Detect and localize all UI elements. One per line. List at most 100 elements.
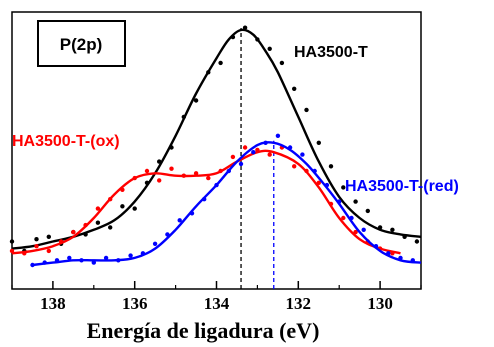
data-point-ha3500-t-red — [349, 215, 354, 221]
fit-line-ha3500-t-ox — [11, 149, 401, 255]
data-point-ha3500-t-red — [324, 182, 330, 188]
data-point-ha3500-t-red — [79, 258, 84, 263]
data-point-ha3500-t — [267, 46, 272, 51]
data-point-ha3500-t — [120, 204, 125, 209]
series-ha3500-t-ox — [9, 145, 401, 256]
data-point-ha3500-t-ox — [9, 248, 15, 254]
data-point-ha3500-t — [181, 114, 186, 120]
data-point-ha3500-t-red — [287, 145, 293, 150]
series-layer — [9, 25, 422, 268]
data-point-ha3500-t — [390, 227, 395, 232]
data-point-ha3500-t-red — [373, 244, 379, 249]
data-point-ha3500-t-red — [275, 133, 281, 138]
data-point-ha3500-t-red — [251, 150, 256, 155]
data-point-ha3500-t-ox — [22, 251, 27, 256]
data-point-ha3500-t-red — [386, 251, 391, 256]
x-axis: 138 136 134 132 130 — [11, 281, 422, 313]
data-point-ha3500-t — [108, 225, 113, 230]
x-tick-label-132: 132 — [286, 294, 312, 313]
data-point-ha3500-t — [144, 180, 150, 185]
data-point-ha3500-t-red — [140, 251, 146, 256]
data-point-ha3500-t — [83, 232, 88, 237]
data-point-ha3500-t — [34, 237, 39, 242]
data-point-ha3500-t — [402, 234, 407, 239]
data-point-ha3500-t — [365, 208, 370, 214]
data-point-ha3500-t-red — [128, 253, 133, 258]
series-label-ha3500-t-red: HA3500-T-(red) — [345, 178, 459, 195]
panel-label-box — [37, 20, 126, 67]
data-point-ha3500-t-ox — [255, 147, 260, 153]
data-point-ha3500-t-ox — [181, 173, 186, 178]
data-point-ha3500-t — [242, 25, 248, 30]
data-point-ha3500-t-red — [238, 161, 244, 167]
x-axis-title: Energía de ligadura (eV) — [87, 318, 320, 343]
data-point-ha3500-t-ox — [353, 229, 358, 235]
data-point-ha3500-t — [341, 185, 346, 190]
data-point-ha3500-t-ox — [34, 244, 39, 249]
data-point-ha3500-t-red — [312, 168, 317, 174]
data-point-ha3500-t — [193, 98, 199, 103]
data-point-ha3500-t-ox — [341, 215, 346, 221]
data-point-ha3500-t-red — [410, 258, 415, 263]
x-tick-label-138: 138 — [40, 294, 66, 313]
data-point-ha3500-t — [230, 34, 236, 40]
data-point-ha3500-t-red — [103, 255, 109, 261]
data-point-ha3500-t-ox — [206, 175, 211, 181]
data-point-ha3500-t-ox — [108, 197, 113, 202]
data-point-ha3500-t-ox — [58, 239, 64, 244]
data-point-ha3500-t — [157, 159, 162, 164]
data-point-ha3500-t-red — [42, 260, 47, 265]
data-point-ha3500-t-red — [91, 260, 97, 265]
data-point-ha3500-t-ox — [304, 168, 309, 174]
data-point-ha3500-t — [316, 140, 321, 145]
x-tick-label-130: 130 — [367, 294, 393, 313]
data-point-ha3500-t-red — [361, 227, 366, 232]
data-point-ha3500-t — [328, 164, 334, 169]
data-point-ha3500-t-red — [116, 258, 121, 263]
data-point-ha3500-t-red — [177, 218, 182, 223]
data-point-ha3500-t-ox — [292, 164, 297, 169]
data-point-ha3500-t-red — [337, 199, 342, 204]
data-point-ha3500-t — [255, 37, 260, 42]
series-label-ha3500-t-ox: HA3500-T-(ox) — [12, 133, 120, 150]
data-point-ha3500-t — [46, 234, 51, 239]
data-point-ha3500-t-red — [189, 211, 195, 216]
data-point-ha3500-t — [218, 60, 223, 66]
data-point-ha3500-t — [304, 107, 309, 113]
data-point-ha3500-t — [414, 239, 420, 244]
data-point-ha3500-t — [206, 70, 211, 75]
data-point-ha3500-t-red — [152, 241, 158, 246]
reference-lines — [240, 28, 275, 289]
data-point-ha3500-t-ox — [120, 187, 125, 192]
data-point-ha3500-t — [279, 60, 285, 66]
fit-line-ha3500-t-red — [32, 141, 422, 267]
data-point-ha3500-t-red — [54, 258, 60, 263]
x-tick-label-134: 134 — [204, 294, 230, 313]
data-point-ha3500-t-red — [398, 255, 403, 261]
data-point-ha3500-t-red — [30, 262, 35, 268]
data-point-ha3500-t-ox — [95, 206, 101, 211]
data-point-ha3500-t-ox — [132, 175, 137, 181]
data-point-ha3500-t — [353, 199, 358, 204]
fit-line-ha3500-t — [11, 28, 422, 250]
data-point-ha3500-t-red — [165, 232, 170, 237]
data-point-ha3500-t-red — [263, 140, 268, 145]
series-ha3500-t-red — [30, 133, 422, 268]
data-point-ha3500-t-red — [214, 182, 219, 188]
data-point-ha3500-t-ox — [316, 180, 321, 185]
data-point-ha3500-t-red — [67, 255, 72, 261]
data-point-ha3500-t-ox — [267, 152, 272, 157]
panel-label: P(2p) — [60, 35, 103, 54]
data-point-ha3500-t-ox — [157, 178, 162, 183]
series-label-ha3500-t: HA3500-T — [294, 44, 368, 61]
data-point-ha3500-t-ox — [390, 251, 395, 256]
data-point-ha3500-t-red — [300, 152, 305, 157]
data-point-ha3500-t-ox — [144, 168, 150, 174]
data-point-ha3500-t — [292, 86, 297, 92]
data-point-ha3500-t-ox — [242, 145, 248, 150]
data-point-ha3500-t-red — [202, 197, 207, 202]
data-point-ha3500-t — [9, 239, 15, 244]
data-point-ha3500-t-ox — [83, 222, 88, 228]
data-point-ha3500-t-ox — [218, 168, 223, 174]
